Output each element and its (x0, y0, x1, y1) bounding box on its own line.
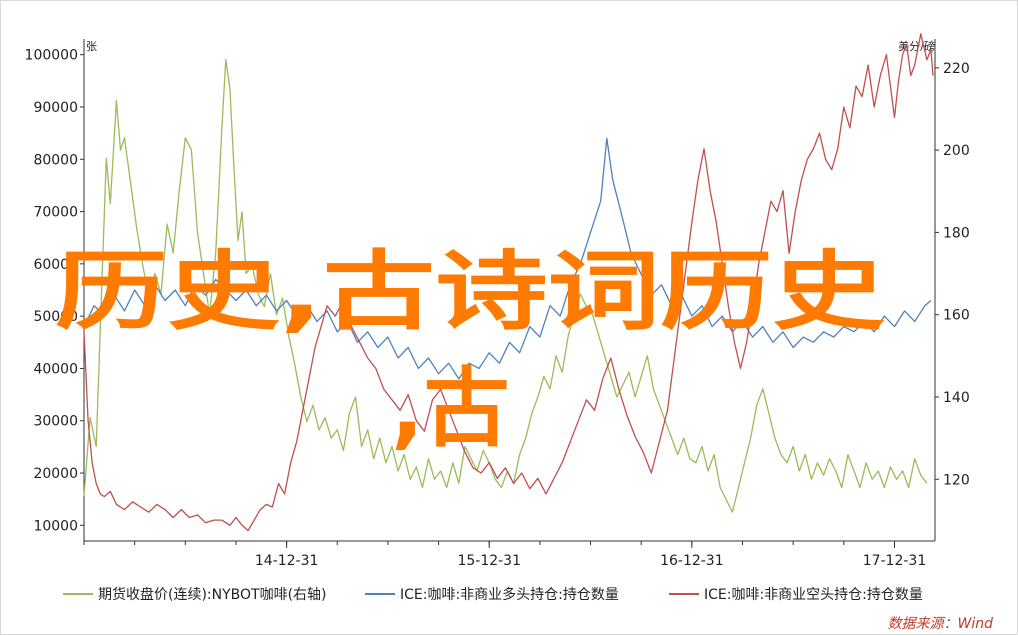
series-line-2 (83, 137, 932, 380)
series-line-3 (83, 33, 934, 532)
left-tick-label: 10000 (33, 518, 78, 534)
overlay-text-line-1: 历史,古诗词历史 (55, 242, 885, 342)
left-tick-label: 50000 (33, 309, 78, 325)
right-tick-label: 160 (943, 308, 970, 324)
left-tick-label: 60000 (33, 257, 78, 273)
left-tick-label: 40000 (33, 361, 78, 377)
series-line-1 (83, 58, 928, 513)
legend-label-3: ICE:咖啡:非商业空头持仓:持仓数量 (704, 587, 923, 603)
left-tick-label: 90000 (33, 100, 78, 116)
x-tick-label: 15-12-31 (457, 553, 521, 569)
left-tick-label: 80000 (33, 152, 78, 168)
left-tick-label: 100000 (25, 48, 78, 64)
overlay-text-line-2: ,古 (391, 359, 510, 459)
legend-label-2: ICE:咖啡:非商业多头持仓:持仓数量 (400, 586, 619, 603)
right-tick-label: 120 (943, 472, 970, 488)
x-tick-label: 14-12-31 (255, 553, 319, 569)
x-tick-label: 17-12-31 (863, 553, 927, 569)
left-tick-label: 20000 (33, 466, 78, 482)
right-tick-label: 220 (943, 61, 970, 77)
source-label: 数据来源：Wind (888, 616, 994, 632)
x-tick-label: 16-12-31 (660, 553, 724, 569)
left-tick-label: 30000 (33, 414, 78, 430)
left-axis-unit: 张 (86, 40, 97, 53)
right-tick-label: 180 (943, 225, 970, 241)
left-tick-label: 70000 (33, 205, 78, 221)
right-tick-label: 200 (943, 143, 970, 159)
legend-label-1: 期货收盘价(连续):NYBOT咖啡(右轴) (98, 586, 327, 603)
right-tick-label: 140 (943, 390, 970, 406)
